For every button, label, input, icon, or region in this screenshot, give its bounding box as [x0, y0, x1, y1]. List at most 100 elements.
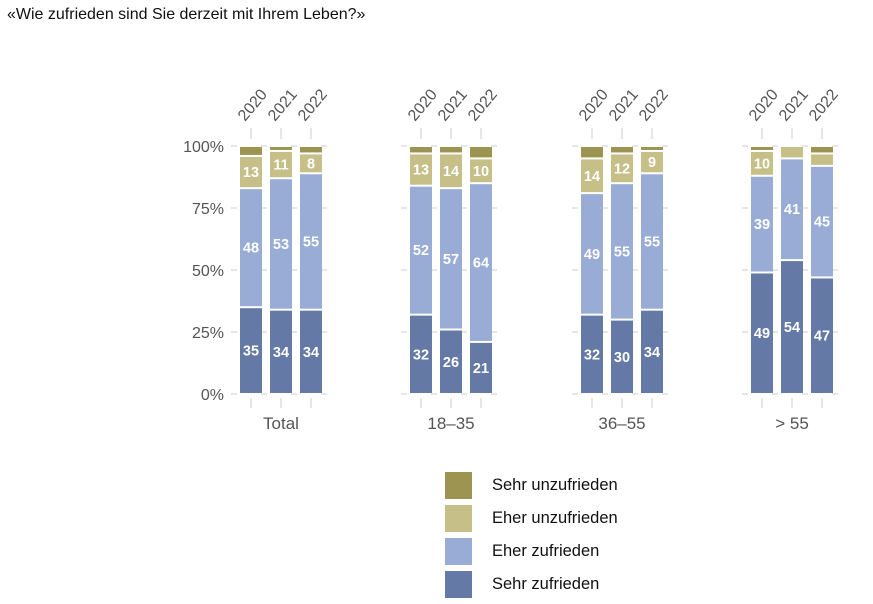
- legend-label: Eher zufrieden: [492, 542, 600, 560]
- bar-segment-eher-zufrieden: [300, 174, 322, 309]
- bar-segment-eher-unzufrieden: [270, 151, 292, 178]
- data-label: 64: [473, 256, 489, 272]
- bar-segment-sehr-unzufrieden: [270, 147, 292, 150]
- data-label: 32: [413, 347, 429, 363]
- bar-segment-eher-zufrieden: [470, 184, 492, 341]
- data-label: 21: [473, 361, 489, 377]
- bar-segment-eher-unzufrieden: [611, 154, 633, 183]
- data-label: 8: [307, 156, 315, 172]
- data-label: 13: [243, 165, 259, 181]
- data-label: 55: [614, 244, 630, 260]
- bar-segment-sehr-unzufrieden: [440, 147, 462, 153]
- data-label: 9: [648, 155, 656, 171]
- legend-swatch: [445, 538, 472, 565]
- data-label: 13: [413, 163, 429, 179]
- y-tick-label: 0%: [201, 387, 224, 404]
- bar-segment-eher-unzufrieden: [581, 159, 603, 193]
- chart-title: «Wie zufrieden sind Sie derzeit mit Ihre…: [7, 6, 366, 23]
- data-label: 55: [303, 234, 319, 250]
- bar-segment-sehr-zufrieden: [751, 273, 773, 393]
- data-label: 49: [584, 247, 600, 263]
- legend-label: Sehr zufrieden: [492, 575, 600, 593]
- data-label: 26: [443, 355, 459, 371]
- legend-label: Eher unzufrieden: [492, 509, 618, 527]
- bar-segment-eher-zufrieden: [240, 189, 262, 307]
- group-label: 36–55: [598, 414, 645, 433]
- data-label: 35: [243, 344, 259, 360]
- bar-segment-eher-unzufrieden: [240, 156, 262, 188]
- bar-segment-sehr-zufrieden: [270, 310, 292, 393]
- legend-item-eher-zufrieden: Eher zufrieden: [445, 535, 618, 568]
- data-label: 10: [754, 156, 770, 172]
- stacked-bar-chart: 0% 25% 50% 75% 100% 2020 35 48 13 2021 34 53 11 2022 3…: [183, 86, 842, 433]
- data-label: 49: [754, 326, 770, 342]
- data-label: 34: [273, 345, 289, 361]
- legend-item-sehr-unzufrieden: Sehr unzufrieden: [445, 469, 618, 502]
- bar-segment-eher-zufrieden: [781, 159, 803, 260]
- bar-segment-eher-unzufrieden: [410, 154, 432, 185]
- bar-segment-sehr-zufrieden: [611, 320, 633, 393]
- y-tick-label: 50%: [192, 263, 224, 280]
- legend: Sehr unzufrieden Eher unzufrieden Eher z…: [445, 469, 618, 601]
- group-label: 18–35: [427, 414, 474, 433]
- year-label: 2020: [576, 86, 612, 124]
- bar-segment-eher-zufrieden: [440, 189, 462, 329]
- bar-segment-sehr-zufrieden: [581, 315, 603, 393]
- year-label: 2020: [746, 86, 782, 124]
- data-label: 11: [273, 158, 288, 174]
- data-label: 30: [614, 350, 630, 366]
- y-tick-label: 25%: [192, 325, 224, 342]
- data-label: 57: [443, 252, 459, 268]
- data-label: 39: [754, 217, 770, 233]
- bar-segment-sehr-unzufrieden: [581, 147, 603, 158]
- bar-segment-eher-zufrieden: [410, 186, 432, 314]
- year-label: 2021: [776, 86, 812, 124]
- year-label: 2022: [295, 86, 331, 124]
- legend-swatch: [445, 472, 472, 499]
- bar-segment-sehr-zufrieden: [300, 310, 322, 393]
- bar-segment-sehr-zufrieden: [240, 308, 262, 393]
- legend-item-eher-unzufrieden: Eher unzufrieden: [445, 502, 618, 535]
- data-label: 34: [303, 345, 319, 361]
- bar-segment-sehr-unzufrieden: [300, 147, 322, 153]
- bar-segment-eher-unzufrieden: [811, 154, 833, 165]
- data-label: 41: [784, 202, 800, 218]
- bar-segment-sehr-zufrieden: [410, 315, 432, 393]
- data-label: 45: [814, 215, 830, 231]
- bar-segment-eher-zufrieden: [581, 194, 603, 314]
- legend-label: Sehr unzufrieden: [492, 476, 618, 494]
- bar-segment-sehr-zufrieden: [440, 330, 462, 393]
- data-label: 54: [784, 320, 800, 336]
- legend-swatch: [445, 505, 472, 532]
- year-label: 2022: [465, 86, 501, 124]
- bar-segment-eher-zufrieden: [811, 166, 833, 277]
- data-label: 12: [614, 161, 630, 177]
- data-label: 53: [273, 237, 289, 253]
- bar-segment-eher-unzufrieden: [751, 151, 773, 175]
- bar-segment-eher-zufrieden: [270, 179, 292, 309]
- data-label: 55: [644, 234, 660, 250]
- bar-segment-sehr-zufrieden: [781, 261, 803, 393]
- data-label: 52: [413, 243, 429, 259]
- bar-segment-eher-unzufrieden: [300, 154, 322, 173]
- year-label: 2021: [606, 86, 642, 124]
- bar-segment-eher-unzufrieden: [641, 151, 663, 173]
- data-label: 48: [243, 241, 259, 257]
- data-label: 14: [584, 169, 600, 185]
- bar-segment-eher-zufrieden: [611, 184, 633, 319]
- bar-segment-sehr-zufrieden: [470, 342, 492, 393]
- data-label: 10: [473, 164, 489, 180]
- year-label: 2022: [806, 86, 842, 124]
- year-label: 2020: [235, 86, 271, 124]
- bar-segment-eher-unzufrieden: [781, 147, 803, 158]
- bar-segment-sehr-unzufrieden: [751, 147, 773, 150]
- bar-segment-sehr-unzufrieden: [611, 147, 633, 153]
- year-label: 2022: [636, 86, 672, 124]
- bar-segment-sehr-unzufrieden: [240, 147, 262, 155]
- legend-swatch: [445, 571, 472, 598]
- legend-item-sehr-zufrieden: Sehr zufrieden: [445, 568, 618, 601]
- y-tick-label: 100%: [183, 139, 224, 156]
- data-label: 47: [814, 329, 830, 345]
- data-label: 14: [443, 164, 459, 180]
- bar-segment-eher-zufrieden: [641, 174, 663, 309]
